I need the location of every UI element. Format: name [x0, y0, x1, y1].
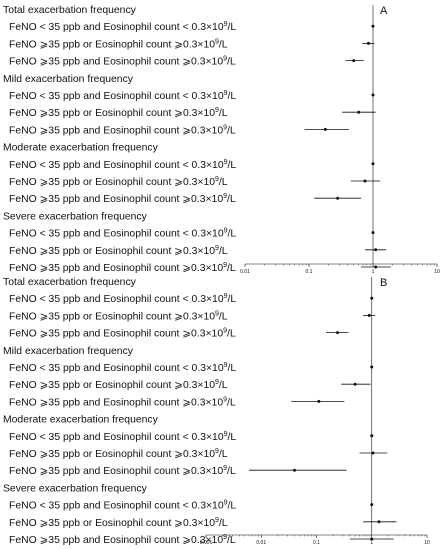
row-label: FeNO ⩾35 ppb or Eosinophil count ⩾0.3×10… [9, 517, 228, 529]
point-estimate [363, 179, 367, 183]
x-tick-label: 0.1 [306, 269, 313, 275]
panel-label: A [380, 5, 388, 17]
x-tick-label: 0.1 [313, 540, 320, 546]
group-header: Total exacerbation frequency [3, 277, 137, 288]
point-estimate [357, 110, 361, 114]
row-label: FeNO ⩾35 ppb and Eosinophil count ⩾0.3×1… [9, 328, 236, 340]
row-label: FeNO < 35 ppb and Eosinophil count < 0.3… [9, 228, 236, 240]
row-label: FeNO ⩾35 ppb or Eosinophil count ⩾0.3×10… [9, 379, 228, 391]
row-label: FeNO ⩾35 ppb or Eosinophil count ⩾0.3×10… [9, 176, 228, 188]
group-header: Mild exacerbation frequency [3, 74, 134, 85]
row-label: FeNO ⩾35 ppb or Eosinophil count ⩾0.3×10… [9, 245, 228, 257]
point-estimate [374, 265, 378, 269]
row-label: FeNO < 35 ppb and Eosinophil count < 0.3… [9, 500, 236, 512]
point-estimate [367, 313, 371, 317]
row-label: FeNO ⩾35 ppb and Eosinophil count ⩾0.3×1… [9, 534, 236, 546]
point-estimate [374, 248, 378, 252]
point-estimate [293, 468, 297, 472]
x-tick-label: 10 [434, 269, 440, 275]
group-header: Mild exacerbation frequency [3, 346, 134, 357]
point-estimate [377, 520, 381, 524]
row-label: FeNO ⩾35 ppb and Eosinophil count ⩾0.3×1… [9, 124, 236, 136]
x-tick-label: 0.01 [256, 540, 266, 546]
group-header: Severe exacerbation frequency [3, 483, 148, 494]
point-estimate [323, 127, 327, 131]
row-label: FeNO < 35 ppb and Eosinophil count < 0.3… [9, 21, 236, 33]
row-label: FeNO < 35 ppb and Eosinophil count < 0.3… [9, 293, 236, 305]
x-tick-label: 0.001 [200, 540, 213, 546]
row-label: FeNO ⩾35 ppb or Eosinophil count ⩾0.3×10… [9, 107, 228, 119]
row-label: FeNO ⩾35 ppb or Eosinophil count ⩾0.3×10… [9, 448, 228, 460]
point-estimate [370, 537, 374, 541]
x-tick-label: 10 [424, 540, 430, 546]
group-header: Moderate exacerbation frequency [3, 415, 159, 426]
row-label: FeNO ⩾35 ppb and Eosinophil count ⩾0.3×1… [9, 465, 236, 477]
row-label: FeNO ⩾35 ppb and Eosinophil count ⩾0.3×1… [9, 193, 236, 205]
point-estimate [366, 41, 370, 45]
row-label: FeNO ⩾35 ppb or Eosinophil count ⩾0.3×10… [9, 38, 228, 50]
group-header: Total exacerbation frequency [3, 5, 137, 16]
row-label: FeNO < 35 ppb and Eosinophil count < 0.3… [9, 362, 236, 374]
row-label: FeNO ⩾35 ppb and Eosinophil count ⩾0.3×1… [9, 396, 236, 408]
point-estimate [352, 59, 356, 63]
point-estimate [336, 331, 340, 335]
row-label: FeNO < 35 ppb and Eosinophil count < 0.3… [9, 159, 236, 171]
group-header: Moderate exacerbation frequency [3, 143, 159, 154]
point-estimate [353, 382, 357, 386]
panel-label: B [380, 277, 387, 289]
row-label: FeNO ⩾35 ppb and Eosinophil count ⩾0.3×1… [9, 262, 236, 274]
point-estimate [371, 451, 375, 455]
row-label: FeNO ⩾35 ppb or Eosinophil count ⩾0.3×10… [9, 310, 228, 322]
point-estimate [336, 196, 340, 200]
row-label: FeNO ⩾35 ppb and Eosinophil count ⩾0.3×1… [9, 56, 236, 68]
row-label: FeNO < 35 ppb and Eosinophil count < 0.3… [9, 90, 236, 102]
row-label: FeNO < 35 ppb and Eosinophil count < 0.3… [9, 431, 236, 443]
x-tick-label: 1 [370, 540, 373, 546]
x-tick-label: 0.01 [240, 269, 250, 275]
group-header: Severe exacerbation frequency [3, 211, 148, 222]
point-estimate [317, 399, 321, 403]
x-tick-label: 1 [372, 269, 375, 275]
